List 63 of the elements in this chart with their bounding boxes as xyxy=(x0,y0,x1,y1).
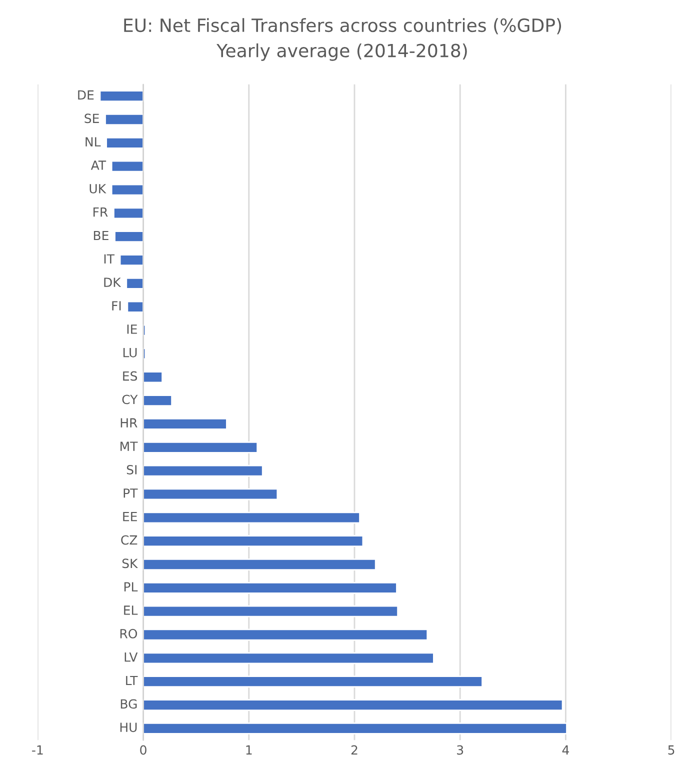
y-tick-label: NL xyxy=(86,137,101,146)
bar xyxy=(142,558,376,570)
y-tick-label: RO xyxy=(120,628,138,638)
bar xyxy=(142,371,163,384)
y-tick-label: CZ xyxy=(121,535,138,545)
bar xyxy=(142,418,228,430)
y-tick-label: LV xyxy=(124,652,138,662)
bar xyxy=(114,230,144,243)
y-tick-label: LT xyxy=(126,676,138,686)
bar xyxy=(126,277,144,290)
y-tick-label: SI xyxy=(126,464,136,474)
bar xyxy=(106,136,144,149)
x-tick-label: 2 xyxy=(351,745,358,755)
x-tick-label: 0 xyxy=(140,745,146,755)
y-tick-label: BG xyxy=(120,699,137,709)
y-tick-label: EL xyxy=(124,606,138,615)
y-tick-label: ES xyxy=(123,371,138,381)
bar xyxy=(142,441,258,454)
bar xyxy=(126,300,144,313)
x-tick-label: -1 xyxy=(32,745,43,755)
y-tick-label: UK xyxy=(90,184,106,194)
chart-subtitle: Yearly average (2014-2018) xyxy=(216,43,467,61)
bar xyxy=(104,114,144,126)
chart-title: EU: Net Fiscal Transfers across countries (%GDP) xyxy=(124,18,562,34)
bar xyxy=(142,722,568,734)
y-tick-label: AT xyxy=(90,160,106,170)
x-tick-label: 5 xyxy=(668,745,674,755)
bar xyxy=(142,488,278,500)
bar xyxy=(99,90,144,102)
bar xyxy=(110,184,144,196)
x-tick-label: 1 xyxy=(246,745,252,755)
y-tick-label: DK xyxy=(104,278,122,287)
bar xyxy=(119,254,144,266)
y-tick-label: PT xyxy=(124,488,138,498)
y-tick-label: EE xyxy=(123,512,137,522)
y-tick-label: CY xyxy=(122,394,138,404)
bar xyxy=(113,207,144,220)
y-tick-label: FI xyxy=(112,301,121,310)
y-tick-label: MT xyxy=(120,442,138,451)
bar xyxy=(110,160,144,172)
y-tick-label: PL xyxy=(124,582,138,592)
y-tick-label: DE xyxy=(78,90,94,100)
bar xyxy=(142,535,364,548)
y-tick-label: IE xyxy=(127,324,137,334)
bar xyxy=(142,582,398,594)
y-tick-label: BE xyxy=(94,230,108,240)
bar xyxy=(142,652,434,664)
y-tick-label: LU xyxy=(123,348,137,358)
y-tick-label: HR xyxy=(120,418,138,428)
bar xyxy=(142,676,483,688)
bar xyxy=(142,605,398,618)
bar xyxy=(142,464,264,477)
y-tick-label: HU xyxy=(120,722,137,732)
y-tick-label: SK xyxy=(122,558,138,568)
bar xyxy=(142,512,360,524)
x-tick-label: 3 xyxy=(457,745,464,755)
y-tick-label: IT xyxy=(104,254,115,264)
bar xyxy=(142,699,564,711)
x-tick-label: 4 xyxy=(562,745,569,755)
y-tick-label: FR xyxy=(94,208,108,217)
bar xyxy=(142,628,428,641)
y-tick-label: SE xyxy=(84,114,99,124)
bar xyxy=(142,394,172,407)
